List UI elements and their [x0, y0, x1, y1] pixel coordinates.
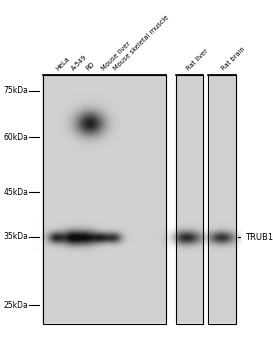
Text: Rat liver: Rat liver — [185, 48, 209, 71]
Text: HeLa: HeLa — [55, 55, 71, 71]
Text: 35kDa: 35kDa — [3, 232, 28, 241]
Bar — [176, 76, 203, 324]
Text: 25kDa: 25kDa — [3, 301, 28, 310]
Text: A-549: A-549 — [71, 54, 89, 71]
Text: 45kDa: 45kDa — [3, 188, 28, 197]
Bar — [208, 76, 236, 324]
Text: TRUB1: TRUB1 — [245, 233, 273, 242]
Text: Mouse liver: Mouse liver — [100, 40, 131, 71]
Text: Rat brain: Rat brain — [220, 46, 246, 71]
Text: 60kDa: 60kDa — [3, 133, 28, 142]
Text: RD: RD — [85, 60, 96, 71]
Text: 75kDa: 75kDa — [3, 86, 28, 96]
Bar — [43, 76, 166, 324]
Text: Mouse skeletal muscle: Mouse skeletal muscle — [113, 14, 170, 71]
